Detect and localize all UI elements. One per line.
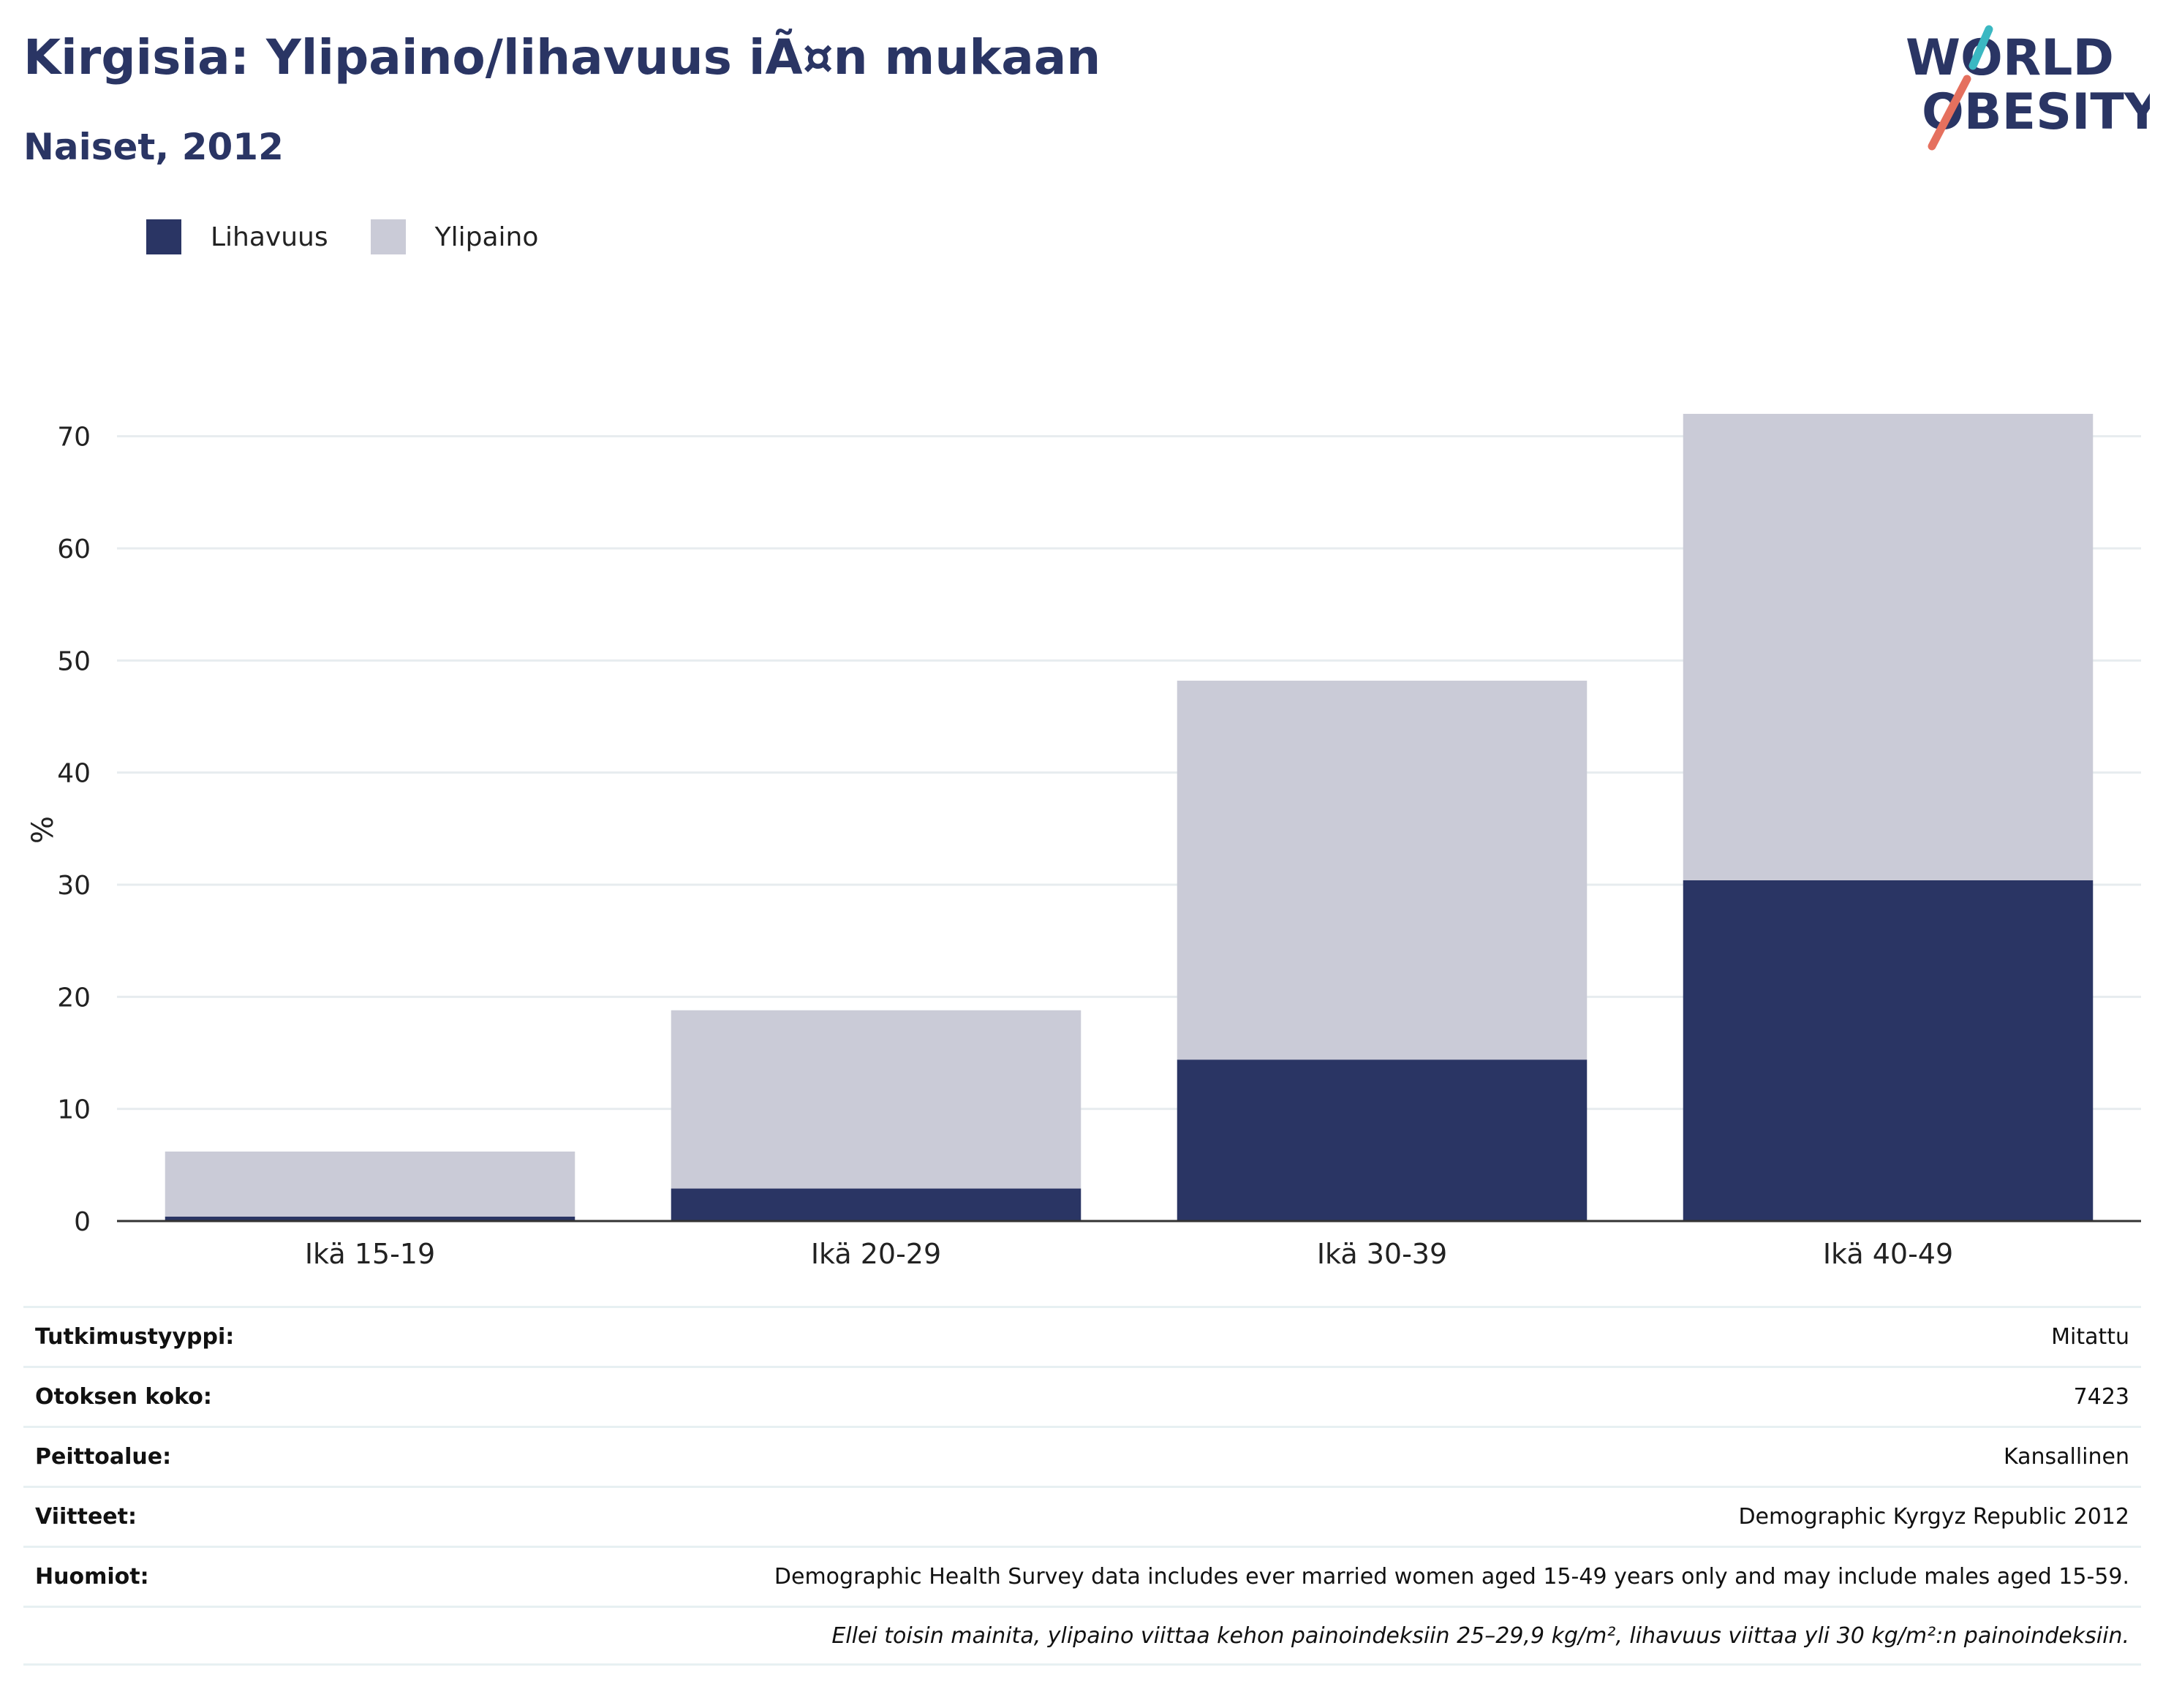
logo-teal-stroke [1968, 25, 1993, 70]
bar-lihavuus-3 [1177, 1059, 1588, 1221]
logo-line1: WORLD [1906, 29, 2114, 87]
x-tick-label: Ikä 15-19 [305, 1238, 435, 1270]
bar-ylipaino-2 [671, 1010, 1082, 1189]
info-row-peittoalue: Peittoalue: Kansallinen [23, 1426, 2141, 1486]
y-tick-label: 0 [74, 1207, 91, 1237]
legend-swatch-lihavuus [146, 219, 181, 254]
chart-legend: Lihavuus Ylipaino [146, 216, 581, 257]
info-value: Demographic Health Survey data includes … [774, 1564, 2129, 1590]
y-tick-label: 70 [57, 423, 91, 453]
logo-coral-stroke [1928, 75, 1971, 151]
legend-label-ylipaino: Ylipaino [434, 222, 539, 252]
world-obesity-logo: WORLD OBESITY [1906, 25, 2150, 151]
info-key: Huomiot: [35, 1564, 149, 1590]
info-row-footnote: Ellei toisin mainita, ylipaino viittaa k… [23, 1606, 2141, 1666]
info-key: Tutkimustyyppi: [35, 1324, 235, 1350]
info-value: Demographic Kyrgyz Republic 2012 [1738, 1504, 2129, 1530]
bar-lihavuus-4 [1683, 880, 2094, 1221]
info-value: 7423 [2073, 1384, 2129, 1410]
info-row-viitteet: Viitteet: Demographic Kyrgyz Republic 20… [23, 1486, 2141, 1546]
y-tick-label: 50 [57, 646, 91, 676]
legend-item-ylipaino: Ylipaino [370, 219, 539, 254]
info-row-otoksen-koko: Otoksen koko: 7423 [23, 1366, 2141, 1426]
y-tick-label: 60 [57, 534, 91, 564]
info-table: Tutkimustyyppi: Mitattu Otoksen koko: 74… [23, 1306, 2141, 1666]
info-value: Kansallinen [2003, 1444, 2129, 1470]
bar-lihavuus-1 [165, 1216, 575, 1221]
chart-title: Kirgisia: Ylipaino/lihavuus iÃ¤n mukaan [23, 29, 1101, 86]
x-tick-label: Ikä 40-49 [1823, 1238, 1953, 1270]
x-tick-label: Ikä 20-29 [811, 1238, 941, 1270]
y-tick-label: 40 [57, 759, 91, 789]
legend-swatch-ylipaino [370, 219, 406, 254]
bar-ylipaino-3 [1177, 680, 1588, 1060]
info-row-huomiot: Huomiot: Demographic Health Survey data … [23, 1546, 2141, 1606]
y-tick-label: 10 [57, 1095, 91, 1125]
bar-ylipaino-1 [165, 1151, 575, 1217]
y-tick-label: 20 [57, 983, 91, 1013]
x-tick-label: Ikä 30-39 [1317, 1238, 1447, 1270]
legend-label-lihavuus: Lihavuus [211, 222, 328, 252]
y-tick-label: 30 [57, 871, 91, 901]
info-row-tutkimustyyppi: Tutkimustyyppi: Mitattu [23, 1306, 2141, 1366]
info-value: Mitattu [2051, 1324, 2129, 1350]
bar-ylipaino-4 [1683, 414, 2094, 880]
y-axis-label: % [26, 816, 60, 844]
bar-lihavuus-2 [671, 1188, 1082, 1221]
chart-subtitle: Naiset, 2012 [23, 126, 284, 168]
legend-item-lihavuus: Lihavuus [146, 219, 328, 254]
info-key: Peittoalue: [35, 1444, 172, 1470]
info-key: Otoksen koko: [35, 1384, 212, 1410]
footnote-text: Ellei toisin mainita, ylipaino viittaa k… [831, 1622, 2129, 1649]
info-key: Viitteet: [35, 1504, 137, 1530]
stacked-bar-chart: 0 10 20 30 40 50 60 70% Ikä 15-19 Ikä 20-29 Ikä 30… [26, 414, 2141, 1270]
